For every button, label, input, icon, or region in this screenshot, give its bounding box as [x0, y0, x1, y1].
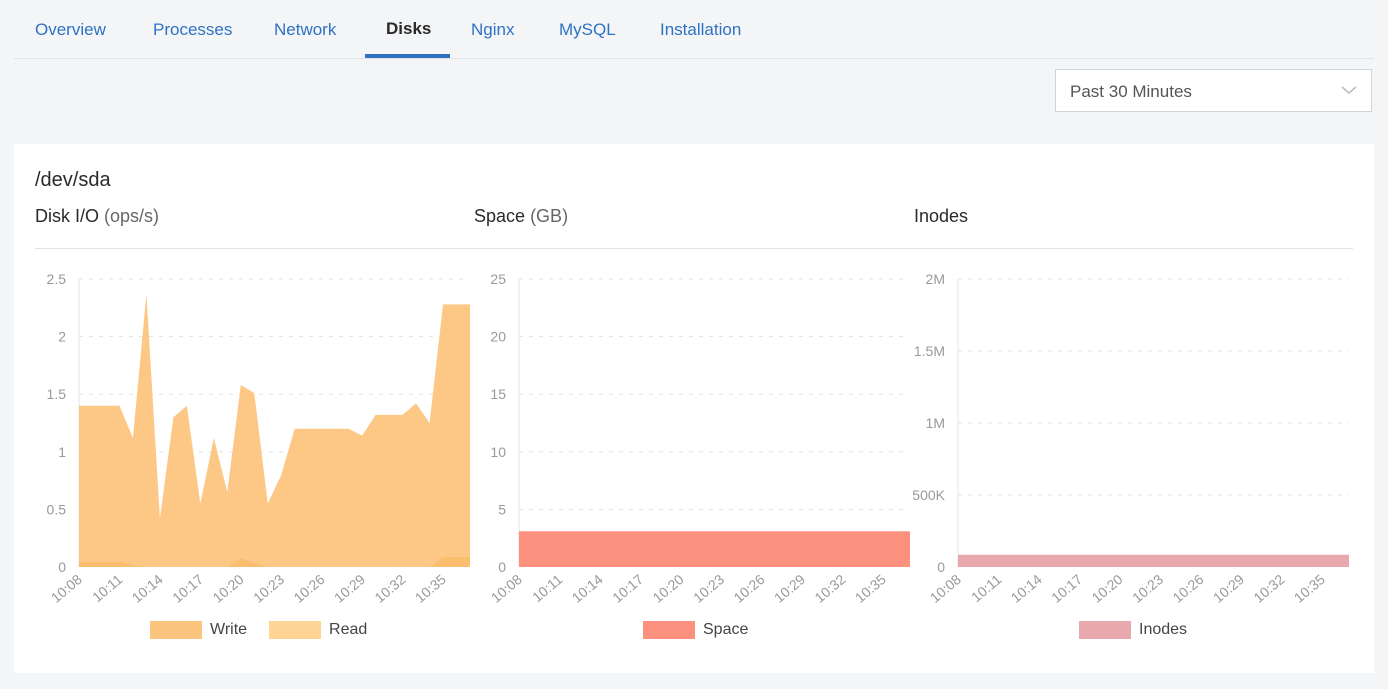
y-tick-label: 10: [490, 444, 506, 460]
x-tick-label: 10:14: [569, 571, 606, 606]
legend-item[interactable]: Write: [150, 621, 247, 639]
x-tick-label: 10:26: [1169, 571, 1206, 606]
time-range-select[interactable]: Past 30 Minutes: [1055, 69, 1372, 112]
x-tick-label: 10:32: [1250, 571, 1287, 606]
legend-label: Read: [329, 621, 368, 638]
y-tick-label: 5: [498, 501, 506, 517]
x-tick-label: 10:20: [1089, 571, 1126, 606]
x-tick-label: 10:11: [89, 571, 125, 605]
tab-processes[interactable]: Processes: [153, 20, 233, 39]
legend-item[interactable]: Space: [643, 621, 748, 639]
y-tick-label: 15: [490, 386, 506, 402]
device-name: /dev/sda: [35, 169, 111, 191]
legend-swatch: [1079, 621, 1131, 639]
legend-label: Inodes: [1139, 621, 1188, 638]
inodes-title: Inodes: [914, 206, 968, 227]
y-tick-label: 0: [498, 559, 506, 575]
y-tick-label: 0: [58, 559, 66, 575]
legend-swatch: [269, 621, 322, 639]
x-tick-label: 10:32: [811, 571, 848, 606]
x-tick-label: 10:08: [488, 571, 525, 606]
y-tick-label: 1.5M: [914, 343, 945, 359]
y-tick-label: 20: [490, 329, 506, 345]
y-tick-label: 25: [490, 271, 506, 287]
y-tick-label: 1M: [926, 415, 945, 431]
x-tick-label: 10:23: [690, 571, 727, 606]
x-tick-label: 10:26: [290, 571, 327, 606]
y-tick-label: 0: [937, 559, 945, 575]
disk-io-legend: Write Read: [150, 621, 381, 639]
chart-title: Space: [474, 206, 526, 226]
chart-title: Disk I/O: [35, 206, 100, 226]
tab-network[interactable]: Network: [274, 20, 337, 39]
y-tick-label: 0.5: [47, 501, 67, 517]
tab-bar: [14, 0, 1374, 59]
chart-unit: (ops/s): [104, 206, 160, 226]
x-tick-label: 10:20: [650, 571, 687, 606]
legend-swatch: [643, 621, 695, 639]
space-legend: Space: [643, 621, 762, 639]
x-tick-label: 10:17: [1048, 571, 1085, 606]
tab-disks[interactable]: Disks: [386, 19, 432, 38]
x-tick-label: 10:11: [968, 571, 1004, 605]
legend-item[interactable]: Inodes: [1079, 621, 1187, 639]
y-tick-label: 2: [58, 329, 66, 345]
area-inodes: [958, 554, 1349, 567]
space-title: Space (GB): [474, 206, 568, 227]
x-tick-label: 10:14: [129, 571, 166, 606]
area-read: [79, 556, 470, 567]
x-tick-label: 10:23: [250, 571, 287, 606]
y-tick-label: 2M: [926, 271, 945, 287]
x-tick-label: 10:26: [730, 571, 767, 606]
y-tick-label: 500K: [912, 487, 945, 503]
x-tick-label: 10:14: [1008, 571, 1045, 606]
tab-installation[interactable]: Installation: [660, 20, 742, 39]
x-tick-label: 10:29: [331, 571, 368, 606]
chart-unit: (GB): [530, 206, 569, 226]
y-tick-label: 1: [58, 444, 66, 460]
x-tick-label: 10:35: [412, 571, 449, 606]
y-tick-label: 1.5: [47, 386, 67, 402]
legend-item[interactable]: Read: [269, 621, 367, 639]
y-tick-label: 2.5: [47, 271, 67, 287]
area-write: [79, 293, 470, 567]
tab-overview[interactable]: Overview: [35, 20, 106, 39]
x-tick-label: 10:17: [169, 571, 206, 606]
x-tick-label: 10:23: [1129, 571, 1166, 606]
x-tick-label: 10:20: [210, 571, 247, 606]
disk-io-title: Disk I/O (ops/s): [35, 206, 159, 227]
legend-label: Write: [210, 621, 248, 638]
x-tick-label: 10:08: [927, 571, 964, 606]
x-tick-label: 10:29: [771, 571, 808, 606]
divider: [35, 248, 1353, 249]
active-tab-indicator: [365, 54, 450, 58]
x-tick-label: 10:35: [1291, 571, 1328, 606]
x-tick-label: 10:29: [1210, 571, 1247, 606]
x-tick-label: 10:35: [852, 571, 889, 606]
chevron-down-icon: [1341, 86, 1357, 94]
x-tick-label: 10:08: [48, 571, 85, 606]
time-range-value: Past 30 Minutes: [1070, 82, 1192, 101]
tab-nginx[interactable]: Nginx: [471, 20, 515, 39]
x-tick-label: 10:32: [371, 571, 408, 606]
x-tick-label: 10:11: [529, 571, 565, 605]
legend-swatch: [150, 621, 202, 639]
legend-label: Space: [703, 621, 749, 638]
chart-title: Inodes: [914, 206, 969, 226]
area-space: [519, 531, 910, 567]
tab-mysql[interactable]: MySQL: [559, 20, 616, 39]
x-tick-label: 10:17: [609, 571, 646, 606]
inodes-legend: Inodes: [1079, 621, 1201, 639]
